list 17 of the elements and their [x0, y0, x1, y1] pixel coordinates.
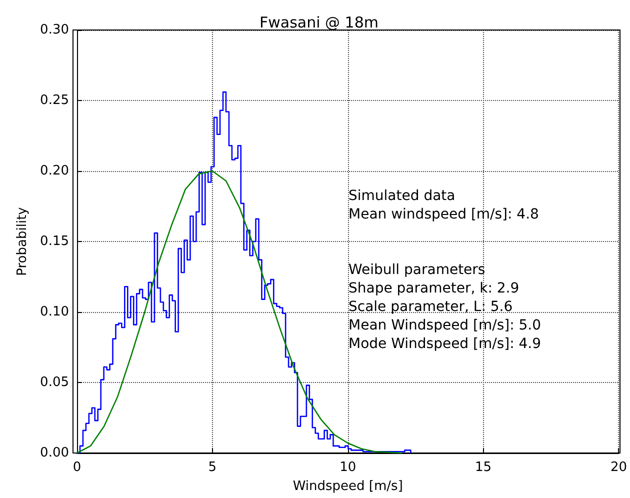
y-axis-title: Probability	[15, 206, 30, 276]
y-tick-label: 0.15	[40, 234, 69, 249]
x-axis-title: Windspeed [m/s]	[292, 479, 403, 494]
y-tick-label: 0.20	[40, 164, 69, 178]
y-tick-label: 0.10	[40, 304, 69, 320]
x-tick-label: 15	[475, 460, 492, 475]
y-tick-label: 0.05	[40, 375, 69, 390]
x-tick-label: 5	[208, 460, 217, 475]
y-tick-label: 0.30	[40, 22, 69, 38]
y-tick-label: 0.25	[40, 93, 69, 108]
annotation: Simulated data Mean windspeed [m/s]: 4.8	[348, 188, 539, 222]
x-tick-label: 0	[72, 460, 82, 475]
x-tick-label: 10	[340, 460, 356, 475]
y-tick-label: 0.00	[40, 446, 69, 460]
chart-title: Fwasani @ 18m	[259, 14, 379, 32]
annotation: Weibull parameters Shape parameter, k: 2.9 Scale parameter, L: 5.6 Mean Windspeed [m/s]: 5.0 Mode Windspeed [m/s]: 4.9	[348, 262, 542, 352]
x-tick-label: 20	[610, 460, 627, 475]
